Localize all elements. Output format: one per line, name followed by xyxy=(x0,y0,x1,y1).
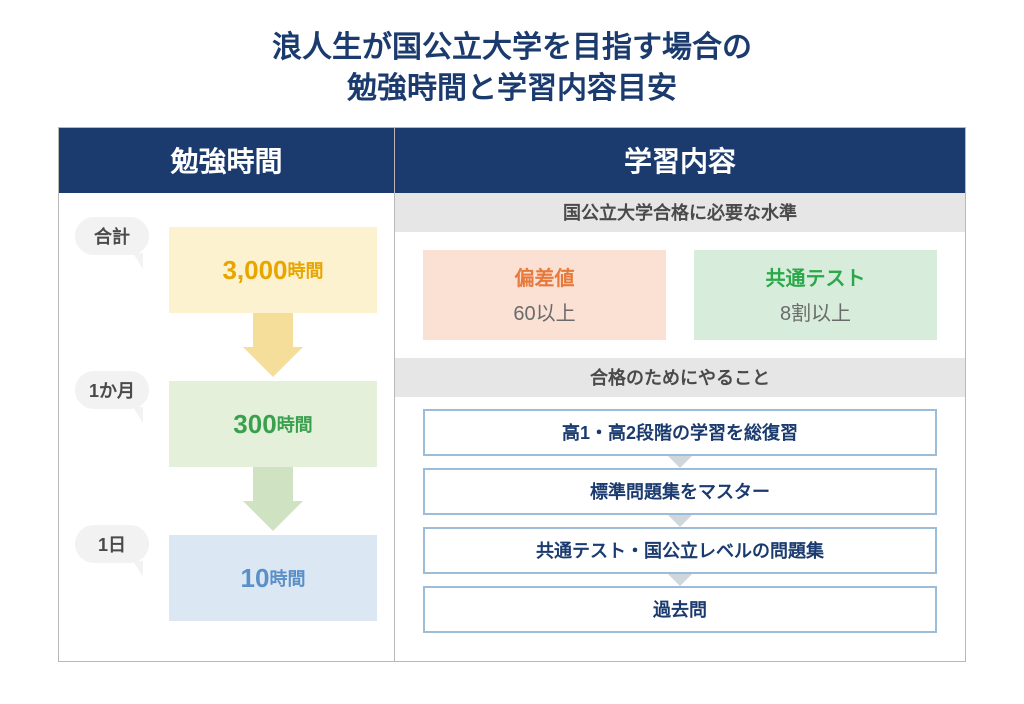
requirement-value: 8割以上 xyxy=(694,297,937,326)
down-arrow-head-icon xyxy=(243,347,303,377)
down-arrow-icon xyxy=(253,313,293,347)
time-number: 10 xyxy=(241,563,270,594)
requirement-title: 偏差値 xyxy=(423,262,666,291)
todo-item: 共通テスト・国公立レベルの問題集 xyxy=(423,527,937,574)
down-arrow-small-icon xyxy=(668,574,692,586)
down-arrow-icon xyxy=(253,467,293,501)
title-line2: 勉強時間と学習内容目安 xyxy=(58,69,966,110)
table: 勉強時間 3,000時間合計300時間1か月10時間1日 学習内容 国公立大学合… xyxy=(58,127,966,662)
speech-tail-icon xyxy=(133,561,143,577)
time-tag: 1日 xyxy=(73,523,151,565)
title-line1: 浪人生が国公立大学を目指す場合の xyxy=(58,28,966,69)
time-tag: 1か月 xyxy=(73,369,151,411)
column-study-content: 学習内容 国公立大学合格に必要な水準 偏差値 60以上共通テスト 8割以上 合格のた… xyxy=(395,128,965,661)
time-number: 300 xyxy=(233,409,276,440)
time-box: 3,000時間 xyxy=(169,227,377,313)
todo-item: 高1・高2段階の学習を総復習 xyxy=(423,409,937,456)
speech-tail-icon xyxy=(133,407,143,423)
requirement-value: 60以上 xyxy=(423,297,666,326)
time-box: 10時間 xyxy=(169,535,377,621)
study-content-body: 国公立大学合格に必要な水準 偏差値 60以上共通テスト 8割以上 合格のためにやるこ… xyxy=(395,193,965,661)
page-title: 浪人生が国公立大学を目指す場合の 勉強時間と学習内容目安 xyxy=(58,28,966,109)
time-unit: 時間 xyxy=(277,411,313,437)
subheader-required-level: 国公立大学合格に必要な水準 xyxy=(395,193,965,232)
column-study-time: 勉強時間 3,000時間合計300時間1か月10時間1日 xyxy=(59,128,395,661)
down-arrow-small-icon xyxy=(668,515,692,527)
down-arrow-small-icon xyxy=(668,456,692,468)
time-unit: 時間 xyxy=(269,565,305,591)
requirement-box: 共通テスト 8割以上 xyxy=(694,250,937,340)
time-number: 3,000 xyxy=(222,255,287,286)
requirement-title: 共通テスト xyxy=(694,262,937,291)
header-study-time: 勉強時間 xyxy=(59,128,394,193)
requirement-boxes: 偏差値 60以上共通テスト 8割以上 xyxy=(395,232,965,358)
subheader-todo: 合格のためにやること xyxy=(395,358,965,397)
speech-tail-icon xyxy=(133,253,143,269)
time-box: 300時間 xyxy=(169,381,377,467)
time-unit: 時間 xyxy=(288,257,324,283)
time-tag: 合計 xyxy=(73,215,151,257)
requirement-box: 偏差値 60以上 xyxy=(423,250,666,340)
todo-item: 過去問 xyxy=(423,586,937,633)
todo-list: 高1・高2段階の学習を総復習標準問題集をマスター共通テスト・国公立レベルの問題集… xyxy=(395,397,965,633)
study-time-body: 3,000時間合計300時間1か月10時間1日 xyxy=(59,193,394,661)
todo-item: 標準問題集をマスター xyxy=(423,468,937,515)
header-study-content: 学習内容 xyxy=(395,128,965,193)
down-arrow-head-icon xyxy=(243,501,303,531)
